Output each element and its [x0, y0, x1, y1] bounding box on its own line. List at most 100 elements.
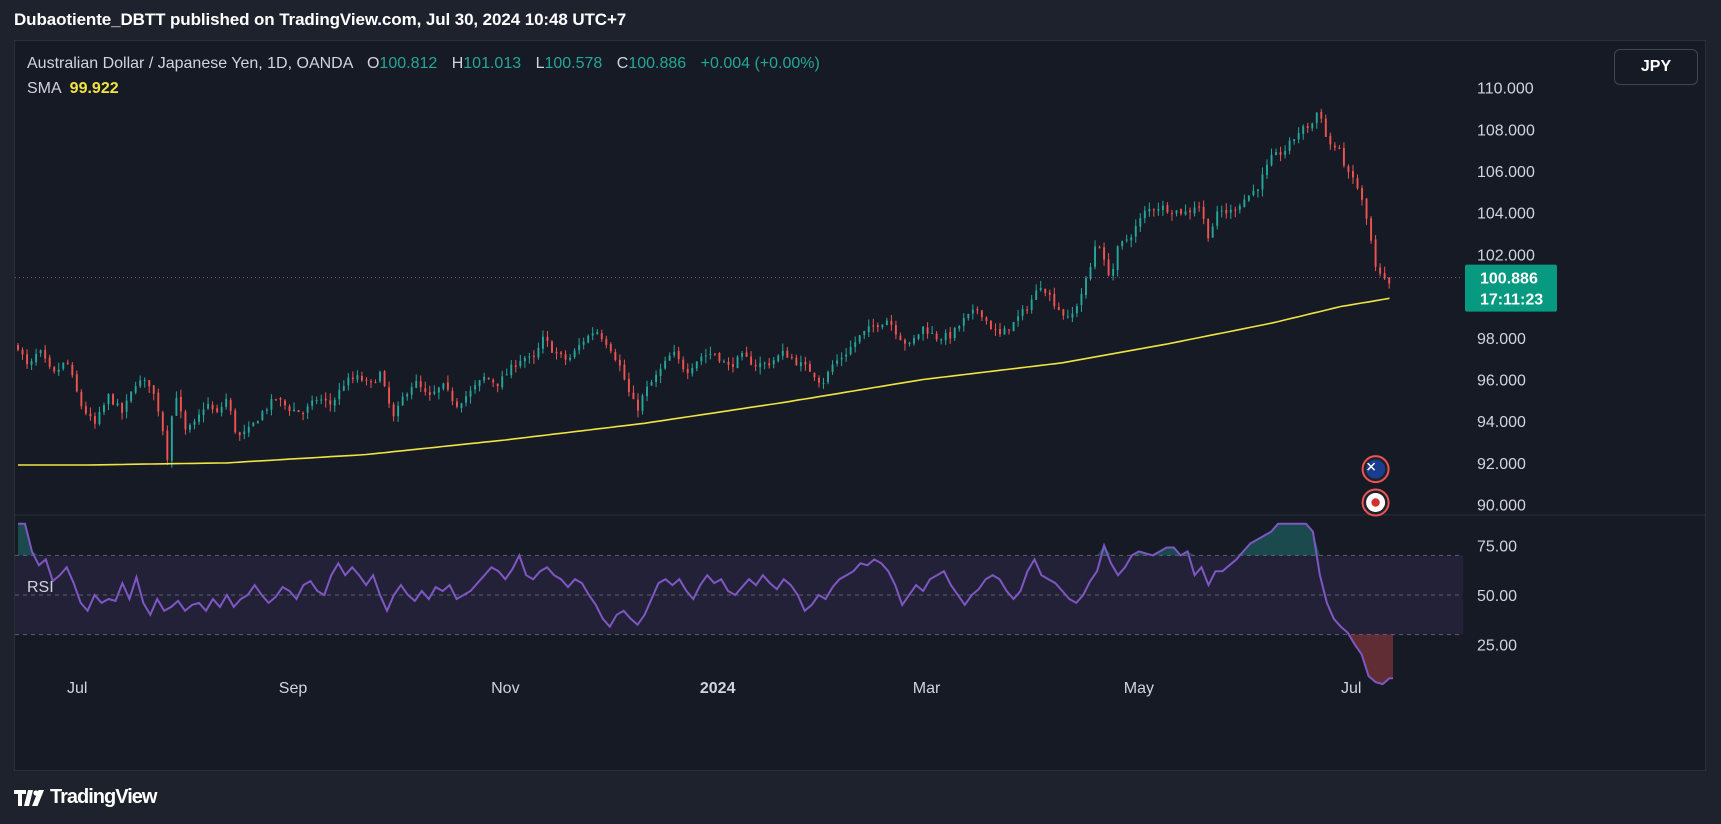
time-tick-label: 2024	[700, 680, 736, 697]
footer-brand-text: TradingView	[50, 786, 157, 808]
candle-body	[655, 374, 658, 383]
candle-body	[1261, 174, 1264, 190]
candle-body	[722, 361, 725, 363]
sma-legend[interactable]: SMA 99.922	[27, 80, 119, 98]
candle-body	[229, 400, 232, 411]
candle-body	[478, 380, 481, 387]
chart-panel[interactable]: 90.00092.00094.00096.00098.000100.000102…	[14, 40, 1706, 771]
symbol-name[interactable]: Australian Dollar / Japanese Yen, 1D, OA…	[27, 55, 353, 72]
candle-body	[582, 341, 585, 345]
candle-body	[139, 380, 142, 387]
price-tick-label: 90.000	[1477, 498, 1526, 515]
candle-body	[347, 377, 350, 386]
candle-body	[1116, 246, 1119, 271]
candle-body	[1225, 210, 1228, 214]
rsi-oversold-fill	[18, 634, 1393, 685]
candle-body	[1175, 210, 1178, 214]
candle-body	[21, 349, 24, 355]
candle-body	[202, 409, 205, 416]
candle-body	[419, 381, 422, 388]
candle-body	[1207, 218, 1210, 239]
candle-body	[1152, 209, 1155, 211]
candle-body	[1198, 206, 1201, 208]
candle-body	[854, 342, 857, 348]
candle-body	[523, 357, 526, 362]
candle-body	[999, 328, 1001, 335]
candle-body	[709, 353, 712, 355]
symbol-legend: Australian Dollar / Japanese Yen, 1D, OA…	[27, 55, 820, 73]
candle-body	[537, 347, 540, 358]
candle-body	[858, 335, 861, 342]
candle-body	[971, 309, 974, 314]
rsi-label[interactable]: RSI	[27, 579, 54, 596]
candle-body	[460, 403, 463, 408]
candle-body	[885, 320, 888, 326]
currency-button[interactable]: JPY	[1614, 49, 1698, 85]
high-value: 101.013	[463, 55, 522, 72]
candle-body	[1017, 316, 1020, 321]
candle-body	[1134, 226, 1137, 237]
candle-body	[1039, 288, 1042, 291]
price-tick-label: 94.000	[1477, 414, 1526, 431]
australia-flag-cross	[1367, 462, 1376, 471]
candle-body	[727, 361, 730, 365]
price-tick-label: 110.000	[1477, 81, 1534, 98]
candle-body	[899, 335, 902, 341]
candle-body	[958, 326, 961, 329]
sma-line	[18, 297, 1390, 466]
candle-body	[799, 362, 802, 367]
candle-body	[541, 336, 544, 349]
rsi-overbought-fill	[18, 523, 1393, 556]
candle-body	[265, 409, 268, 411]
candle-body	[388, 387, 391, 404]
candle-body	[62, 362, 65, 369]
candle-body	[89, 413, 92, 417]
candle-body	[1053, 294, 1056, 307]
candle-body	[26, 354, 29, 365]
candle-body	[1184, 211, 1187, 215]
candle-body	[1048, 292, 1051, 295]
candle-body	[1157, 208, 1160, 211]
candle-body	[1297, 132, 1300, 140]
candle-body	[71, 364, 74, 376]
candle-body	[980, 310, 983, 318]
candle-body	[668, 355, 671, 361]
candle-body	[745, 352, 748, 357]
candle-body	[1103, 247, 1106, 260]
footer-brand[interactable]: TradingView	[14, 786, 157, 809]
candle-body	[551, 341, 553, 353]
candle-body	[560, 352, 562, 354]
time-tick-label: Nov	[491, 680, 519, 697]
candle-body	[1284, 151, 1287, 155]
candle-body	[505, 374, 508, 376]
candle-body	[442, 383, 445, 389]
candle-body	[207, 403, 210, 409]
candle-body	[849, 346, 852, 355]
candle-body	[994, 329, 997, 331]
candle-body	[532, 355, 535, 357]
candle-body	[410, 387, 413, 395]
candle-body	[890, 320, 893, 325]
candle-body	[1288, 140, 1291, 151]
candle-body	[953, 327, 956, 339]
candle-body	[220, 406, 223, 413]
candle-body	[401, 396, 404, 406]
candle-body	[1012, 321, 1015, 332]
price-badge	[1465, 264, 1557, 312]
candle-body	[433, 391, 436, 394]
candle-body	[252, 422, 255, 426]
candle-body	[175, 397, 178, 416]
candle-body	[976, 309, 979, 311]
candle-body	[1021, 309, 1024, 316]
candle-body	[632, 392, 635, 400]
candle-body	[808, 364, 811, 372]
candle-body	[256, 421, 259, 424]
candle-body	[143, 380, 146, 382]
candle-body	[904, 339, 906, 344]
japan-flag-icon	[1361, 488, 1390, 517]
price-tick-label: 98.000	[1477, 331, 1526, 348]
chart-svg[interactable]: 90.00092.00094.00096.00098.000100.000102…	[15, 41, 1706, 771]
candle-body	[894, 324, 897, 335]
rsi-tick-label: 50.00	[1477, 588, 1517, 605]
time-tick-label: Jul	[1341, 680, 1361, 697]
